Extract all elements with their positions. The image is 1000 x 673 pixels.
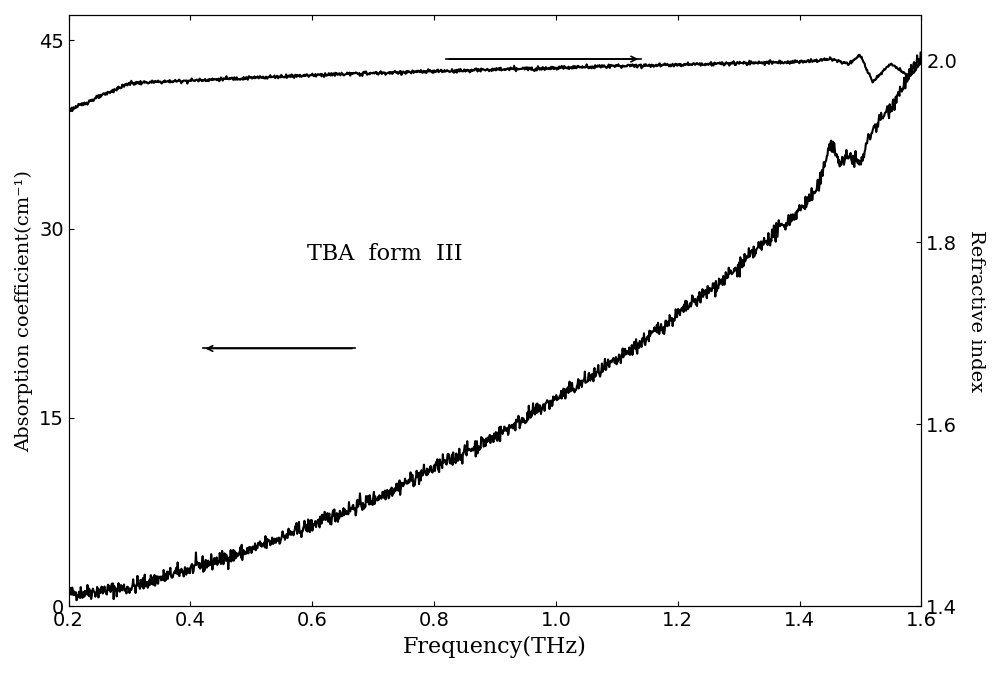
X-axis label: Frequency(THz): Frequency(THz) [403,636,587,658]
Text: TBA  form  III: TBA form III [307,243,463,265]
Y-axis label: Absorption coefficient(cm⁻¹): Absorption coefficient(cm⁻¹) [15,170,33,452]
Y-axis label: Refractive index: Refractive index [967,229,985,392]
